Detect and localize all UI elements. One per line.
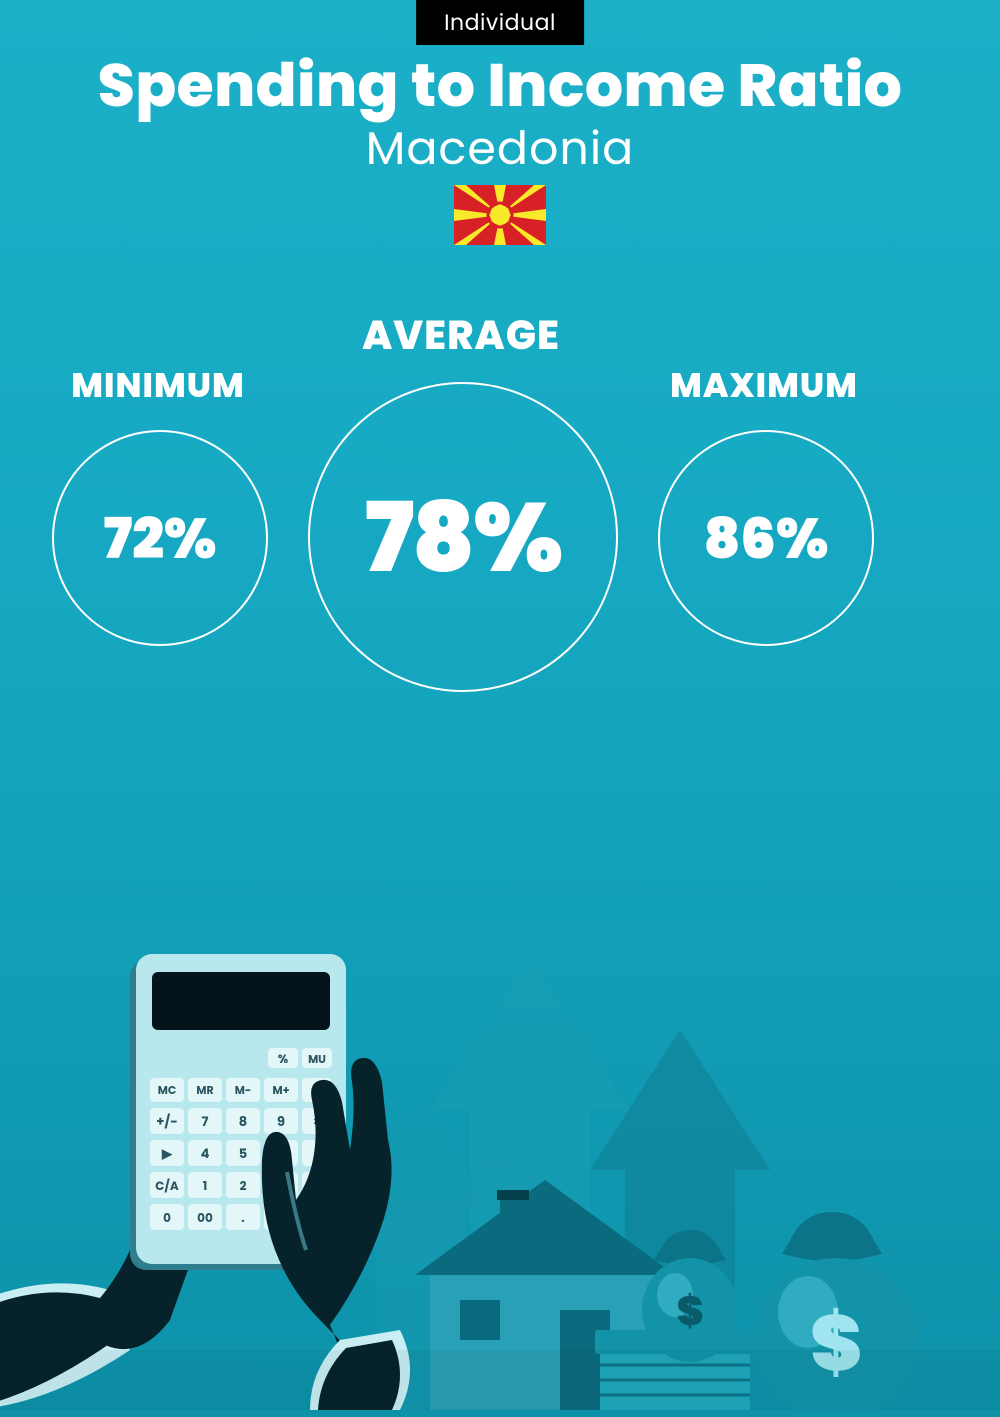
svg-text:8: 8 [239,1112,247,1131]
stat-circle-minimum: 72% [52,430,268,646]
svg-text:1: 1 [203,1178,208,1195]
stat-circle-average: 78% [308,382,618,692]
stat-value-average: 78% [365,465,561,610]
svg-text:9: 9 [277,1112,285,1131]
svg-text:+/-: +/- [156,1112,178,1131]
svg-text:MR: MR [196,1082,213,1098]
svg-text:4: 4 [201,1144,210,1163]
category-tag: Individual [416,0,584,45]
svg-text:MC: MC [158,1082,176,1098]
svg-text:M-: M- [235,1082,251,1098]
svg-text:0: 0 [163,1210,171,1227]
stat-circle-maximum: 86% [658,430,874,646]
stat-value-maximum: 86% [704,496,829,581]
svg-text:$: $ [677,1283,704,1339]
svg-text:C/A: C/A [155,1178,179,1195]
stat-label-average: AVERAGE [308,305,614,365]
svg-text:5: 5 [239,1144,247,1163]
svg-text:00: 00 [197,1210,213,1227]
macedonia-flag-icon [454,185,546,252]
svg-text:2: 2 [240,1178,247,1195]
svg-text:▶: ▶ [161,1144,173,1163]
svg-text:MU: MU [308,1051,326,1067]
financial-illustration: $ $ % [0,710,1000,1417]
stat-value-minimum: 72% [104,496,217,581]
page-subtitle: Macedonia [0,115,1000,184]
stat-label-maximum: MAXIMUM [658,360,870,411]
svg-text:M+: M+ [272,1082,289,1098]
svg-text:.: . [241,1210,244,1227]
svg-text:%: % [278,1051,289,1068]
stat-label-minimum: MINIMUM [52,360,264,411]
svg-text:7: 7 [202,1112,209,1131]
